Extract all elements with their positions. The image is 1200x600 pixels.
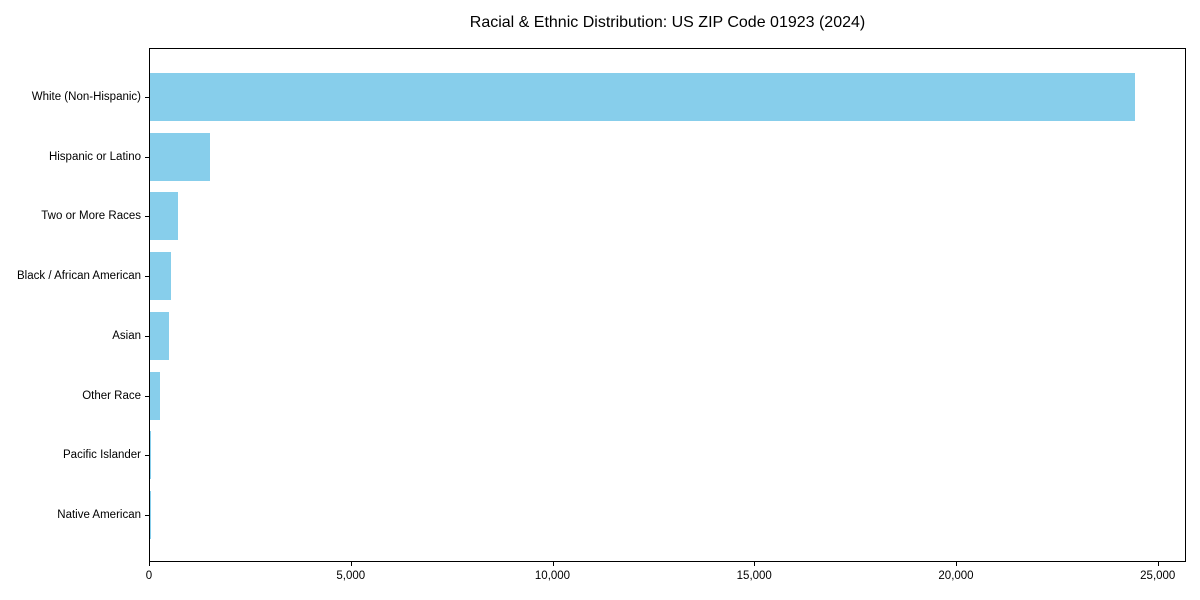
y-tick-mark	[145, 156, 149, 158]
y-tick-label: Asian	[112, 329, 141, 342]
bar	[150, 73, 1135, 121]
y-tick-mark	[145, 335, 149, 337]
x-tick-mark	[956, 562, 957, 566]
bar	[150, 132, 211, 181]
y-tick-mark	[145, 216, 149, 218]
y-tick-mark	[145, 276, 149, 278]
x-tick-mark	[552, 562, 554, 566]
y-tick-label: White (Non-Hispanic)	[31, 91, 141, 103]
bar	[150, 192, 178, 241]
chart-title: Racial & Ethnic Distribution: US ZIP Cod…	[469, 14, 866, 31]
y-tick-label: Other Race	[82, 389, 141, 402]
y-tick-mark	[145, 514, 149, 516]
x-tick-label: 0	[145, 570, 153, 582]
y-tick-label: Native American	[57, 508, 141, 521]
bar	[150, 252, 171, 301]
x-tick-mark	[754, 562, 756, 566]
y-tick-label: Pacific Islander	[63, 449, 141, 462]
x-tick-mark	[1157, 562, 1159, 566]
x-tick-label: 20,000	[938, 570, 974, 582]
y-tick-label: Hispanic or Latino	[48, 150, 141, 163]
y-tick-label: Two or More Races	[41, 210, 141, 223]
bar	[150, 311, 169, 360]
x-tick-label: 5,000	[336, 570, 366, 582]
y-tick-label: Black / African American	[17, 270, 141, 283]
y-tick-mark	[145, 455, 149, 457]
x-tick-label: 10,000	[534, 570, 571, 582]
x-tick-label: 25,000	[1140, 570, 1176, 582]
x-tick-label: 15,000	[736, 570, 772, 582]
y-tick-mark	[145, 395, 149, 397]
y-tick-mark	[145, 97, 149, 98]
plot-area	[149, 48, 1186, 562]
x-tick-mark	[350, 562, 352, 566]
bar	[150, 371, 161, 420]
bar	[150, 431, 151, 480]
x-tick-mark	[149, 562, 150, 566]
